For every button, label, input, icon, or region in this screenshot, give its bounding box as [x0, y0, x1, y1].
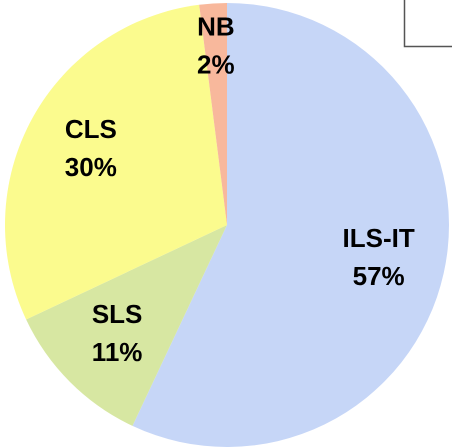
- pie-slice: [132, 3, 449, 448]
- slice-value-label: 30%: [65, 152, 117, 182]
- pie-slice: [199, 3, 227, 225]
- slice-category-label: SLS: [92, 299, 143, 329]
- slice-value-label: 2%: [197, 50, 235, 80]
- slice-value-label: 11%: [92, 337, 143, 367]
- slice-category-label: NB: [197, 12, 235, 42]
- slice-category-label: ILS-IT: [343, 223, 415, 253]
- pie-slice: [4, 4, 228, 320]
- slice-value-label: 57%: [353, 261, 405, 291]
- pie-slice: [26, 225, 228, 426]
- slice-category-label: CLS: [65, 114, 117, 144]
- legend-box: [403, 0, 452, 48]
